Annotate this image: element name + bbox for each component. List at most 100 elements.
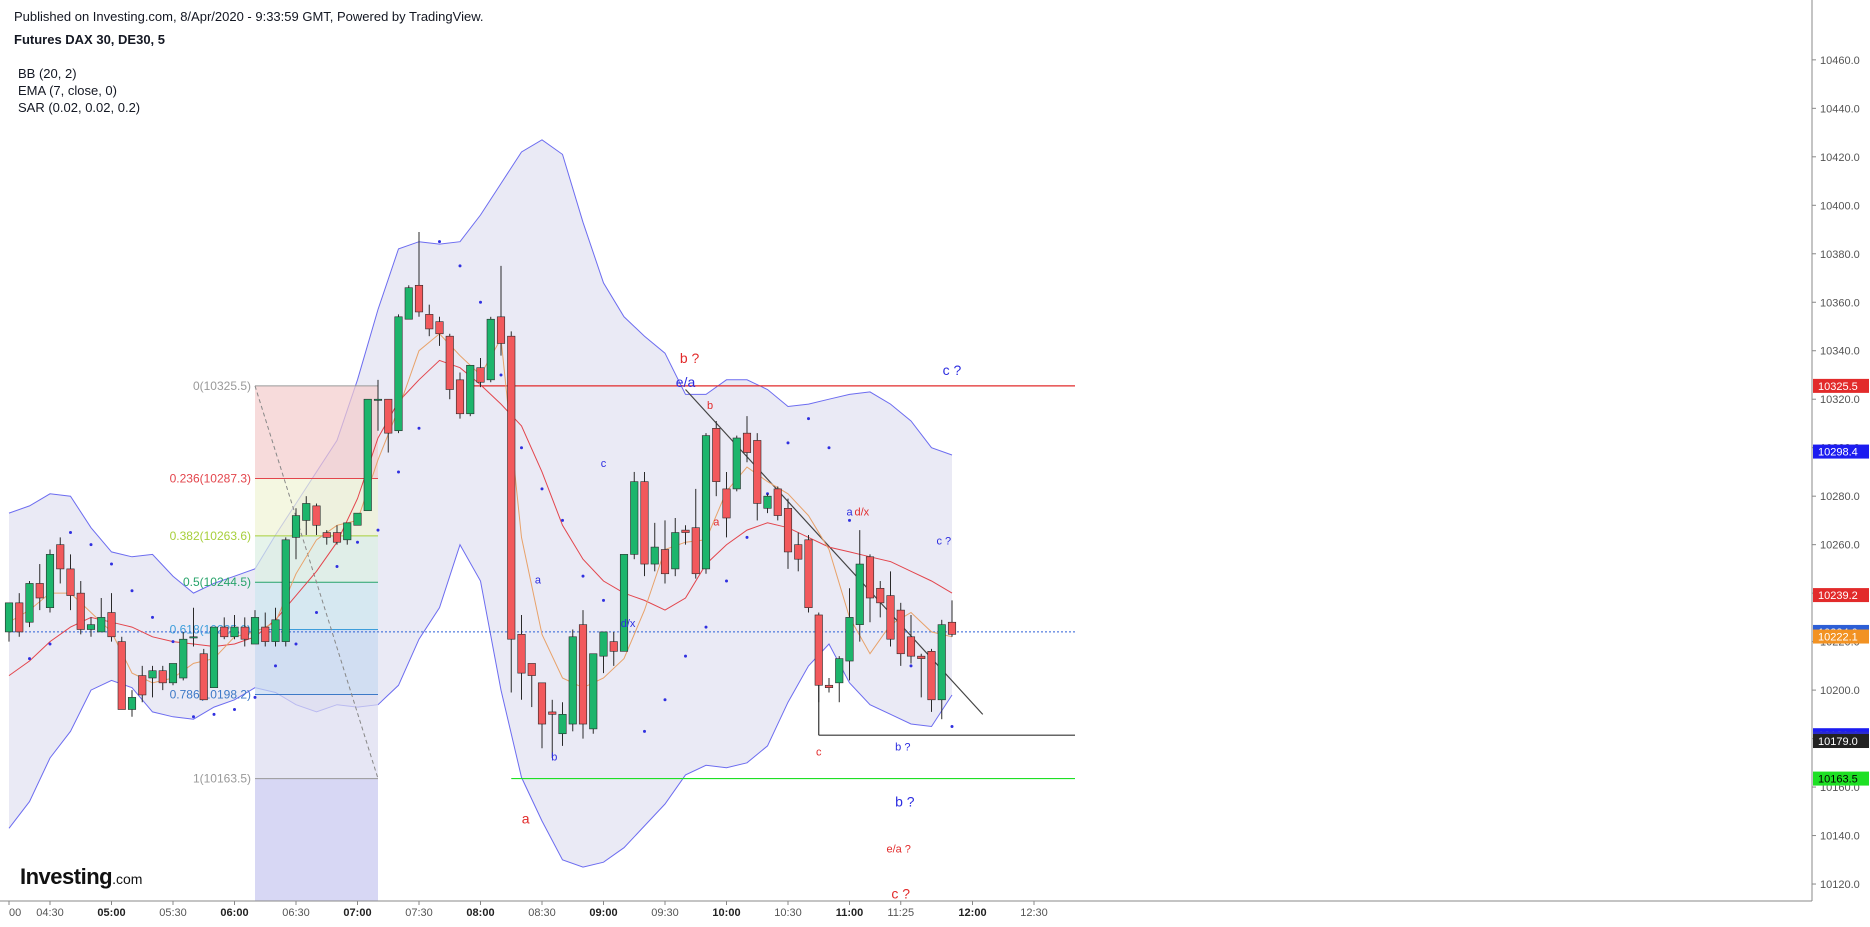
price-label: 10163.5: [1818, 774, 1858, 786]
sar-dot: [192, 715, 195, 719]
candle-body: [630, 481, 639, 555]
candle-body: [455, 379, 465, 415]
candle: [712, 421, 721, 497]
candle-body: [199, 653, 208, 701]
y-tick-label: 10460.0: [1820, 55, 1860, 67]
candle-body: [507, 335, 516, 640]
candle-body: [404, 287, 413, 320]
sar-dot: [171, 640, 175, 644]
candle: [138, 665, 147, 703]
candle-body: [804, 539, 813, 608]
candle-body: [281, 539, 290, 642]
candle: [537, 682, 547, 749]
candle: [158, 665, 167, 691]
candle: [291, 508, 301, 560]
fib-level-label: 0.236(10287.3): [170, 471, 251, 485]
candle-body: [76, 592, 85, 630]
wave-label: b ?: [680, 350, 700, 366]
candle-body: [568, 636, 577, 725]
sar-dot: [520, 446, 523, 450]
x-tick-label: 09:00: [589, 907, 617, 919]
candle: [455, 372, 465, 419]
x-tick-label: 10:30: [774, 907, 802, 919]
candle-body: [906, 636, 916, 657]
price-label: 10298.4: [1818, 447, 1858, 459]
candle: [209, 626, 219, 688]
wave-label: c ?: [936, 536, 951, 548]
candle: [343, 522, 352, 545]
candle-body: [240, 626, 249, 640]
candle-body: [917, 655, 926, 659]
candles: [4, 231, 957, 758]
y-tick-label: 10320.0: [1820, 394, 1860, 406]
candle: [619, 554, 629, 652]
candle: [240, 617, 249, 647]
candle-body: [517, 634, 526, 674]
fib-level-label: 0.786(10198.2): [170, 687, 251, 701]
price-label-bg: [1813, 444, 1869, 459]
y-tick-label: 10340.0: [1820, 346, 1860, 358]
investing-logo[interactable]: Investing.com: [20, 864, 143, 889]
candle: [742, 416, 752, 463]
candle-body: [773, 488, 782, 516]
candle-body: [650, 546, 659, 565]
indicator-bb[interactable]: BB (20, 2): [18, 66, 77, 81]
sar-dot: [212, 712, 216, 716]
candle-body: [343, 522, 352, 541]
sar-dot: [684, 654, 687, 658]
candle: [527, 663, 536, 708]
candle: [199, 648, 208, 701]
candle-body: [640, 481, 649, 565]
x-tick-label: 05:30: [159, 907, 187, 919]
candle-body: [599, 631, 608, 657]
candle-body: [230, 626, 239, 638]
sar-dot: [417, 426, 421, 430]
fibonacci-retracement: 0(10325.5) 0.236(10287.3) 0.382(10263.6) 0.…: [170, 379, 379, 901]
candle-body: [107, 612, 116, 638]
candle: [814, 612, 823, 703]
candle: [732, 435, 741, 492]
y-tick-label: 10200.0: [1820, 685, 1860, 697]
candle: [127, 690, 137, 717]
price-label-bg: [1813, 734, 1869, 749]
candle-body: [927, 651, 936, 701]
candle: [86, 617, 96, 637]
candle-body: [476, 367, 485, 383]
sar-dot: [356, 540, 359, 544]
candle-body: [148, 670, 157, 679]
candle-body: [947, 621, 957, 635]
x-tick-label: 05:00: [97, 907, 125, 919]
candle: [937, 619, 946, 720]
candle-body: [302, 503, 311, 521]
candle: [312, 503, 321, 535]
sar-dot: [89, 543, 93, 547]
y-tick-label: 10120.0: [1820, 879, 1860, 891]
indicator-sar[interactable]: SAR (0.02, 0.02, 0.2): [18, 100, 141, 115]
candle: [660, 520, 670, 584]
candle-body: [527, 663, 536, 676]
candle: [599, 631, 608, 674]
candle-body: [86, 624, 96, 630]
candle-body: [373, 398, 383, 401]
sar-dot: [233, 707, 236, 711]
x-tick-label: 12:00: [958, 907, 986, 919]
candle-body: [312, 505, 321, 526]
candle: [886, 571, 895, 647]
candle: [773, 486, 782, 521]
candle: [927, 648, 936, 712]
candle-body: [425, 314, 434, 330]
candle: [332, 525, 342, 545]
indicator-ema[interactable]: EMA (7, close, 0): [18, 83, 117, 98]
sar-dot: [786, 441, 790, 445]
candle: [548, 699, 557, 758]
candle: [486, 316, 495, 383]
candle-body: [414, 284, 424, 313]
wave-label: e/a: [676, 374, 696, 390]
candle-body: [558, 714, 567, 735]
candle: [794, 532, 803, 572]
sar-dot: [909, 664, 913, 668]
candle: [896, 602, 905, 666]
fib-extension-zone: [255, 778, 378, 901]
